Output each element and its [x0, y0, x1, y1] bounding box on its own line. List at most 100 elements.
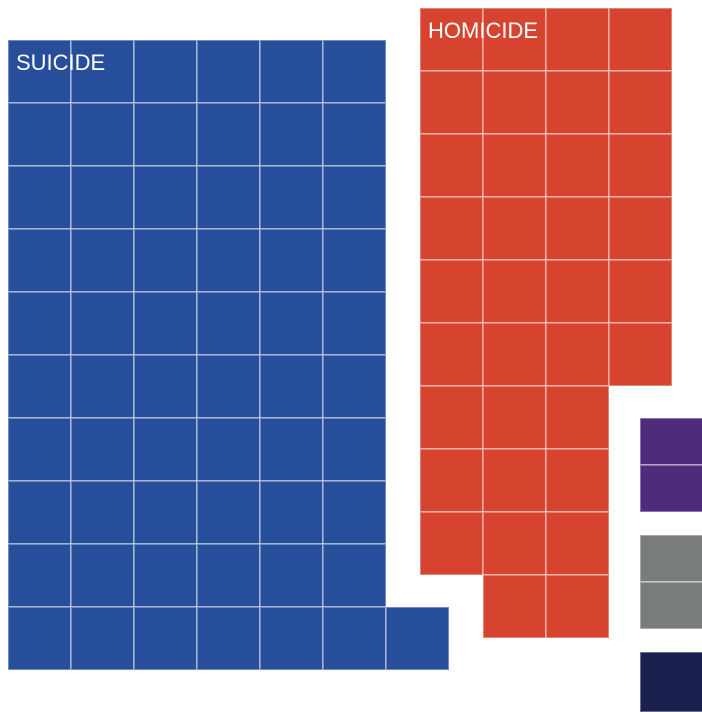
- waffle-cell: [385, 606, 450, 671]
- waffle-cell: [419, 448, 484, 513]
- waffle-cell: [322, 354, 387, 419]
- waffle-cell: [133, 417, 198, 482]
- waffle-cell: [70, 165, 135, 230]
- waffle-cell: [7, 417, 72, 482]
- waffle-cell: [196, 291, 261, 356]
- waffle-cell: [70, 39, 135, 104]
- waffle-cell: [639, 651, 702, 712]
- waffle-cell: [545, 574, 610, 639]
- waffle-cell: [196, 354, 261, 419]
- waffle-cell: [419, 70, 484, 135]
- waffle-cell: [545, 322, 610, 387]
- waffle-cell: [70, 543, 135, 608]
- waffle-cell: [608, 196, 673, 261]
- waffle-cell: [133, 543, 198, 608]
- waffle-cell: [259, 165, 324, 230]
- waffle-cell: [639, 534, 702, 583]
- waffle-cell: [482, 133, 547, 198]
- waffle-cell: [259, 228, 324, 293]
- waffle-cell: [7, 543, 72, 608]
- waffle-cell: [133, 291, 198, 356]
- waffle-cell: [608, 259, 673, 324]
- waffle-cell: [70, 480, 135, 545]
- waffle-cell: [259, 39, 324, 104]
- waffle-cell: [419, 133, 484, 198]
- waffle-cell: [133, 102, 198, 167]
- waffle-cell: [133, 606, 198, 671]
- waffle-cell: [419, 196, 484, 261]
- waffle-cell: [7, 228, 72, 293]
- waffle-cell: [259, 480, 324, 545]
- waffle-cell: [639, 581, 702, 630]
- waffle-cell: [482, 385, 547, 450]
- waffle-cell: [196, 606, 261, 671]
- waffle-cell: [482, 70, 547, 135]
- waffle-cell: [419, 511, 484, 576]
- waffle-cell: [70, 291, 135, 356]
- waffle-cell: [545, 511, 610, 576]
- waffle-cell: [482, 448, 547, 513]
- waffle-cell: [482, 259, 547, 324]
- waffle-cell: [70, 354, 135, 419]
- waffle-cell: [322, 543, 387, 608]
- waffle-cell: [196, 228, 261, 293]
- waffle-cell: [7, 606, 72, 671]
- waffle-cell: [70, 417, 135, 482]
- waffle-cell: [419, 322, 484, 387]
- waffle-cell: [196, 417, 261, 482]
- waffle-cell: [259, 417, 324, 482]
- waffle-cell: [7, 102, 72, 167]
- waffle-cell: [322, 165, 387, 230]
- waffle-cell: [259, 543, 324, 608]
- waffle-cell: [482, 322, 547, 387]
- waffle-cell: [7, 165, 72, 230]
- waffle-cell: [639, 417, 702, 466]
- waffle-cell: [7, 39, 72, 104]
- waffle-cell: [322, 291, 387, 356]
- waffle-cell: [70, 228, 135, 293]
- waffle-cell: [196, 165, 261, 230]
- waffle-cell: [196, 39, 261, 104]
- waffle-cell: [322, 102, 387, 167]
- waffle-cell: [70, 606, 135, 671]
- waffle-cell: [482, 574, 547, 639]
- waffle-cell: [7, 354, 72, 419]
- block-label: SUICIDE: [16, 50, 105, 75]
- waffle-cell: [259, 102, 324, 167]
- waffle-cell: [133, 228, 198, 293]
- waffle-cell: [545, 70, 610, 135]
- waffle-cell: [482, 196, 547, 261]
- waffle-cell: [196, 480, 261, 545]
- waffle-cell: [608, 322, 673, 387]
- waffle-cell: [7, 480, 72, 545]
- waffle-cell: [322, 480, 387, 545]
- waffle-cell: [322, 39, 387, 104]
- waffle-cell: [133, 165, 198, 230]
- waffle-cell: [133, 354, 198, 419]
- waffle-cell: [608, 133, 673, 198]
- waffle-cell: [545, 259, 610, 324]
- waffle-cell: [639, 464, 702, 513]
- waffle-cell: [259, 291, 324, 356]
- waffle-cell: [322, 228, 387, 293]
- waffle-cell: [608, 7, 673, 72]
- waffle-cell: [322, 417, 387, 482]
- waffle-cell: [322, 606, 387, 671]
- waffle-cell: [259, 606, 324, 671]
- waffle-cell: [259, 354, 324, 419]
- waffle-cell: [545, 448, 610, 513]
- waffle-cell: [545, 133, 610, 198]
- waffle-cell: [545, 196, 610, 261]
- waffle-cell: [196, 102, 261, 167]
- waffle-cell: [133, 480, 198, 545]
- waffle-cell: [196, 543, 261, 608]
- waffle-cell: [545, 7, 610, 72]
- waffle-cell: [419, 259, 484, 324]
- waffle-cell: [7, 291, 72, 356]
- waffle-cell: [545, 385, 610, 450]
- waffle-cell: [419, 385, 484, 450]
- block-label: HOMICIDE: [428, 18, 538, 43]
- waffle-cell: [608, 70, 673, 135]
- waffle-cell: [133, 39, 198, 104]
